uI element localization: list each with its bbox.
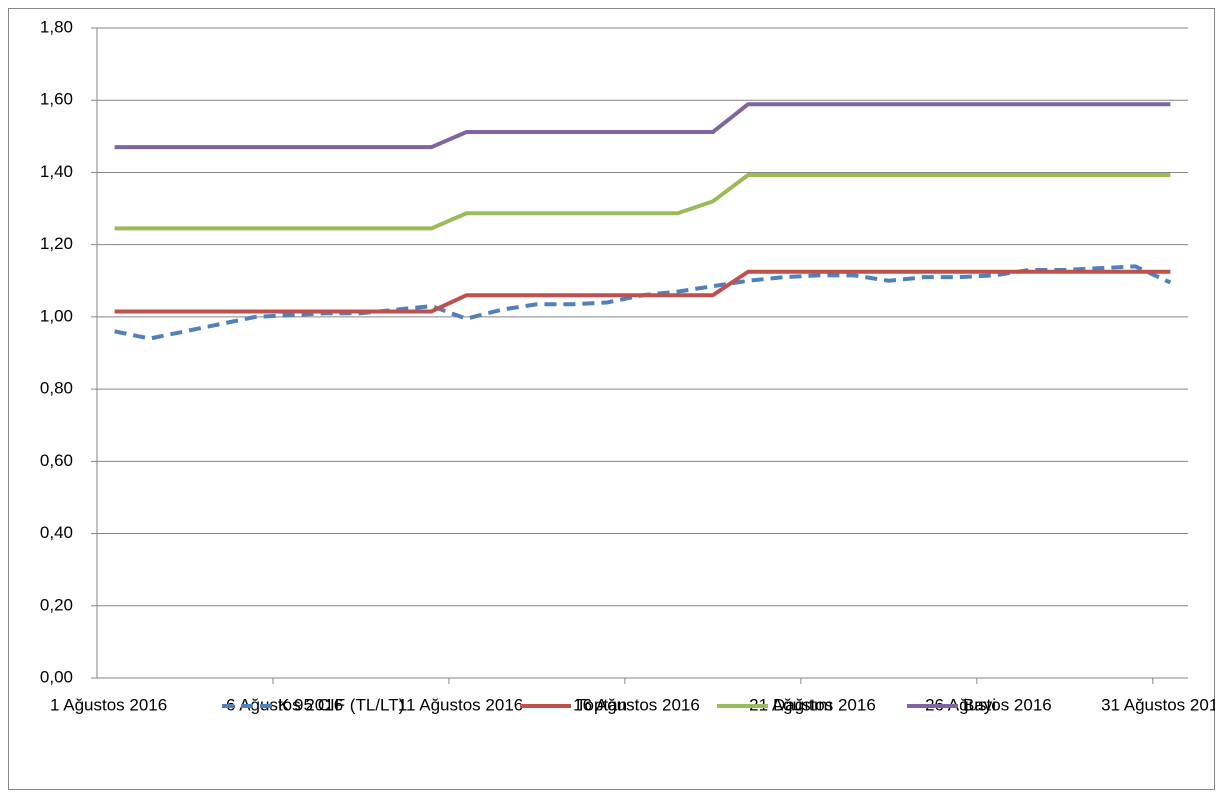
y-tick-label: 0,80	[40, 379, 73, 398]
x-tick-label: 31 Ağustos 2016	[1101, 695, 1223, 714]
y-tick-label: 1,60	[40, 90, 73, 109]
chart-border	[8, 8, 1215, 790]
y-tick-label: 0,60	[40, 451, 73, 470]
y-tick-label: 1,20	[40, 234, 73, 253]
plot: 0,00 0,20 0,40 0,60 0,80 1,00 1,20 1,40 1,60 1,80…	[40, 17, 1223, 714]
x-tick-label: 26 Ağustos 2016	[925, 695, 1052, 714]
y-tick-label: 1,80	[40, 17, 73, 36]
legend-label: Toptan	[576, 695, 627, 714]
y-tick-label: 1,40	[40, 162, 73, 181]
y-tick-label: 0,40	[40, 523, 73, 542]
series-line	[114, 102, 1171, 150]
legend-label: Bayi	[963, 695, 996, 714]
x-tick-label: 6 Ağustos 2016	[226, 695, 343, 714]
y-tick-label: 0,00	[40, 667, 73, 686]
x-tick-label: 1 Ağustos 2016	[50, 695, 167, 714]
legend-label: Dağıtım	[773, 695, 833, 714]
x-tick-label: 21 Ağustos 2016	[749, 695, 876, 714]
x-tick-label: 11 Ağustos 2016	[398, 695, 523, 714]
y-tick-label: 1,00	[40, 306, 73, 325]
y-tick-label: 0,20	[40, 595, 73, 614]
x-tick-label: 16 Ağustos 2016	[573, 695, 700, 714]
series-line	[114, 172, 1171, 231]
series-line	[114, 269, 1171, 314]
legend-label: K 95 CIF (TL/LT)	[278, 695, 404, 714]
